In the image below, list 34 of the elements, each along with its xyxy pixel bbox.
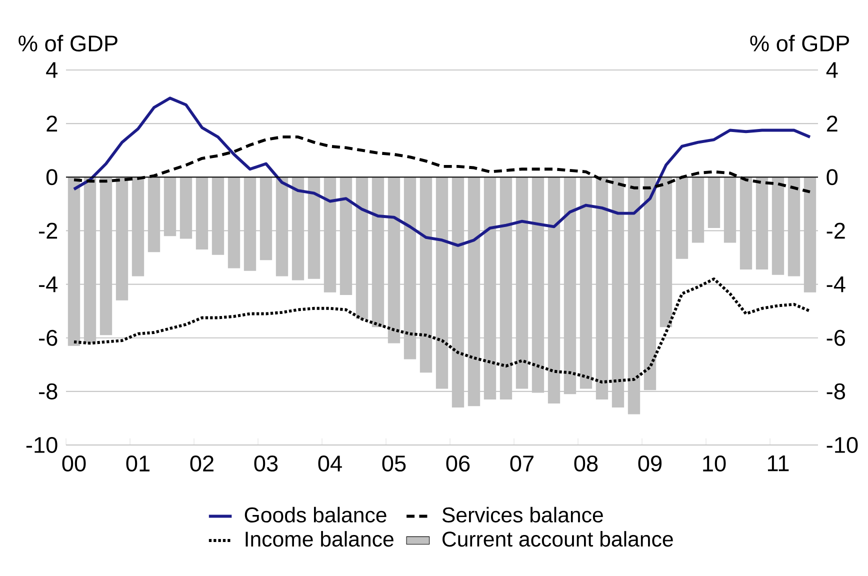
x-tick-label: 06	[446, 455, 470, 472]
x-tick-label: 08	[574, 455, 598, 472]
x-tick-label: 04	[318, 455, 342, 472]
y2-tick-label: 2	[826, 116, 838, 132]
y2-axis-title: % of GDP	[750, 34, 849, 52]
y-tick-label: 0	[46, 169, 58, 186]
x-tick-label: 11	[768, 455, 789, 472]
y-tick-label: -10	[26, 436, 58, 454]
y-tick-label: -8	[39, 383, 58, 400]
y-axis-title: % of GDP	[18, 34, 118, 52]
y2-tick-label: -8	[826, 383, 846, 400]
legend-label: Income balance	[246, 531, 394, 547]
y-tick-label: -6	[39, 330, 58, 346]
x-tick-label: 09	[638, 455, 662, 472]
y-tick-label: 2	[46, 116, 58, 132]
y2-tick-label: -10	[826, 436, 858, 454]
y-tick-label: -2	[39, 222, 58, 239]
y-tick-label: 4	[46, 62, 58, 78]
x-tick-label: 02	[190, 455, 214, 472]
x-tick-label: 01	[126, 455, 150, 472]
y-tick-label: -4	[39, 276, 58, 292]
legend-label: Current account balance	[442, 531, 673, 547]
legend-label: Services balance	[442, 506, 603, 523]
y2-tick-label: -6	[826, 330, 845, 346]
legend-label: Goods balance	[244, 506, 386, 523]
y2-tick-label: -2	[826, 222, 845, 239]
x-tick-label: 10	[703, 455, 726, 472]
x-tick-label: 07	[510, 455, 534, 472]
y2-tick-label: -4	[826, 276, 846, 292]
y2-tick-label: 4	[826, 62, 838, 78]
x-tick-label: 00	[62, 455, 86, 472]
y2-tick-label: 0	[826, 169, 838, 186]
x-tick-label: 03	[254, 455, 278, 472]
x-tick-label: 05	[382, 455, 406, 472]
